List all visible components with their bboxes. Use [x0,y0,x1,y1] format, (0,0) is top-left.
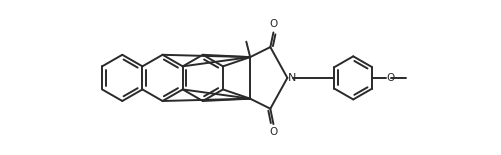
Text: N: N [288,73,297,83]
Text: O: O [270,19,278,29]
Text: O: O [270,127,278,137]
Text: O: O [387,73,395,83]
